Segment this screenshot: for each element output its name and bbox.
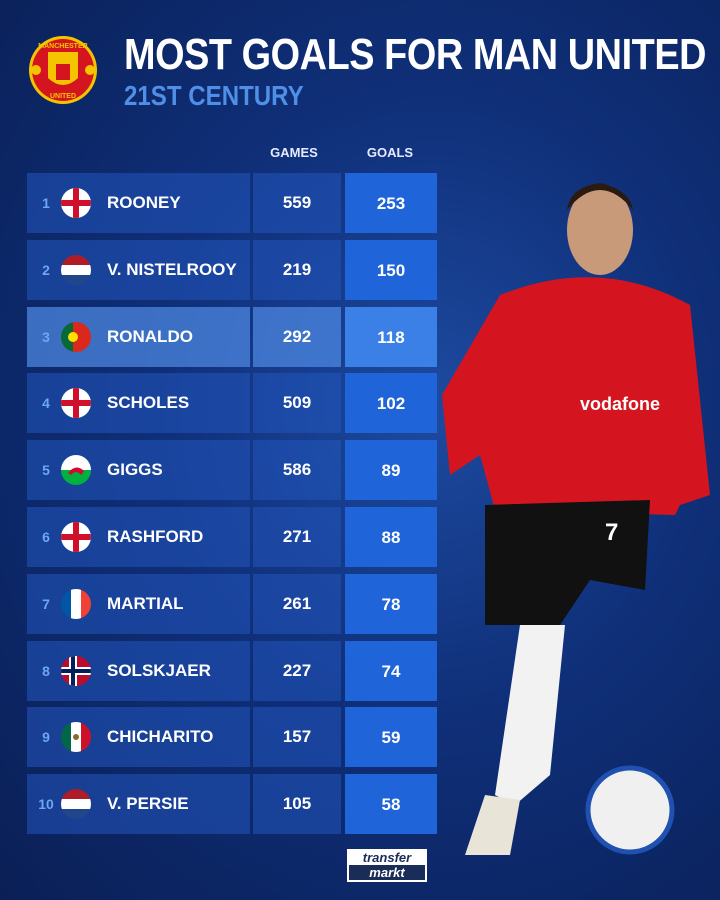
goals-value: 74 [345,640,437,701]
column-header-goals: GOALS [366,145,414,160]
rank: 10 [38,796,54,813]
goals-value: 118 [345,306,437,367]
player-cell: 8 SOLSKJAER [27,640,250,701]
goals-value: 78 [345,573,437,634]
goals-value: 59 [345,707,437,768]
goals-value: 89 [345,440,437,501]
logo-line-1: transfer [362,850,412,865]
player-cell: 6 RASHFORD [27,507,250,567]
player-name: V. NISTELROOY [107,259,237,279]
netherlands-flag-icon [61,254,91,285]
rank: 1 [42,195,50,211]
player-cell: 10 V. PERSIE [27,774,250,835]
player-name: ROONEY [107,193,181,212]
goals-value: 88 [345,507,437,567]
goals-value: 58 [345,774,437,835]
rank: 7 [42,595,50,612]
player-cell: 5 GIGGS [27,440,250,501]
table-row: 1 ROONEY 559 253 [27,173,437,233]
page-title: MOST GOALS FOR MAN UNITED [124,30,707,79]
table-row: 7 MARTIAL 261 78 [27,573,437,634]
shirt-sponsor: vodafone [580,394,660,414]
portugal-flag-icon [61,321,91,352]
norway-flag-icon [61,655,91,686]
games-value: 509 [253,373,341,434]
england-flag-icon [61,188,91,218]
france-flag-icon [61,588,91,619]
games-value: 261 [253,573,341,634]
player-name: V. PERSIE [107,794,189,814]
rank: 9 [42,729,50,746]
player-name: CHICHARITO [107,727,214,747]
table-row: 2 V. NISTELROOY 219 150 [27,239,437,300]
wales-flag-icon [61,455,91,486]
transfermarkt-logo: transfer markt [347,849,427,882]
goals-value: 150 [345,239,437,300]
player-photo: vodafone 7 [442,183,710,855]
table-row: 3 RONALDO 292 118 [27,306,437,367]
player-name: SOLSKJAER [107,660,211,680]
player-name: RONALDO [107,326,193,346]
player-cell: 4 SCHOLES [27,373,250,434]
games-value: 105 [253,774,341,835]
rank: 8 [42,662,50,679]
england-flag-icon [61,388,91,419]
games-value: 559 [253,173,341,233]
player-cell: 7 MARTIAL [27,573,250,634]
rank: 6 [42,529,50,545]
rank: 2 [42,261,50,278]
table-row: 9 CHICHARITO 157 59 [27,707,437,768]
crest-text-top: MANCHESTER [38,43,87,50]
player-name: GIGGS [107,460,163,480]
table-row: 10 V. PERSIE 105 58 [27,774,437,835]
player-cell: 3 RONALDO [27,306,250,367]
rank: 5 [42,462,50,479]
netherlands-flag-icon [61,789,91,820]
games-value: 157 [253,707,341,768]
games-value: 271 [253,507,341,567]
table-row: 5 GIGGS 586 89 [27,440,437,501]
rank: 4 [42,395,50,412]
table-row: 6 RASHFORD 271 88 [27,507,437,567]
goals-value: 253 [345,173,437,233]
football-icon [585,765,675,855]
games-value: 292 [253,306,341,367]
player-cell: 1 ROONEY [27,173,250,233]
player-name: RASHFORD [107,527,204,546]
games-value: 219 [253,239,341,300]
column-header-games: GAMES [270,145,318,160]
player-name: SCHOLES [107,393,190,413]
table-row: 8 SOLSKJAER 227 74 [27,640,437,701]
table-row: 4 SCHOLES 509 102 [27,373,437,434]
shirt-number: 7 [605,519,618,546]
manchester-united-crest-logo: MANCHESTER UNITED [29,36,97,104]
player-cell: 2 V. NISTELROOY [27,239,250,300]
rank: 3 [42,328,50,345]
player-cell: 9 CHICHARITO [27,707,250,768]
mexico-flag-icon [61,722,91,753]
games-value: 227 [253,640,341,701]
logo-line-2: markt [349,865,425,880]
england-flag-icon [61,522,91,552]
player-name: MARTIAL [107,593,184,613]
crest-text-bottom: UNITED [50,93,76,100]
games-value: 586 [253,440,341,501]
page-subtitle: 21ST CENTURY [124,80,304,111]
goals-value: 102 [345,373,437,434]
